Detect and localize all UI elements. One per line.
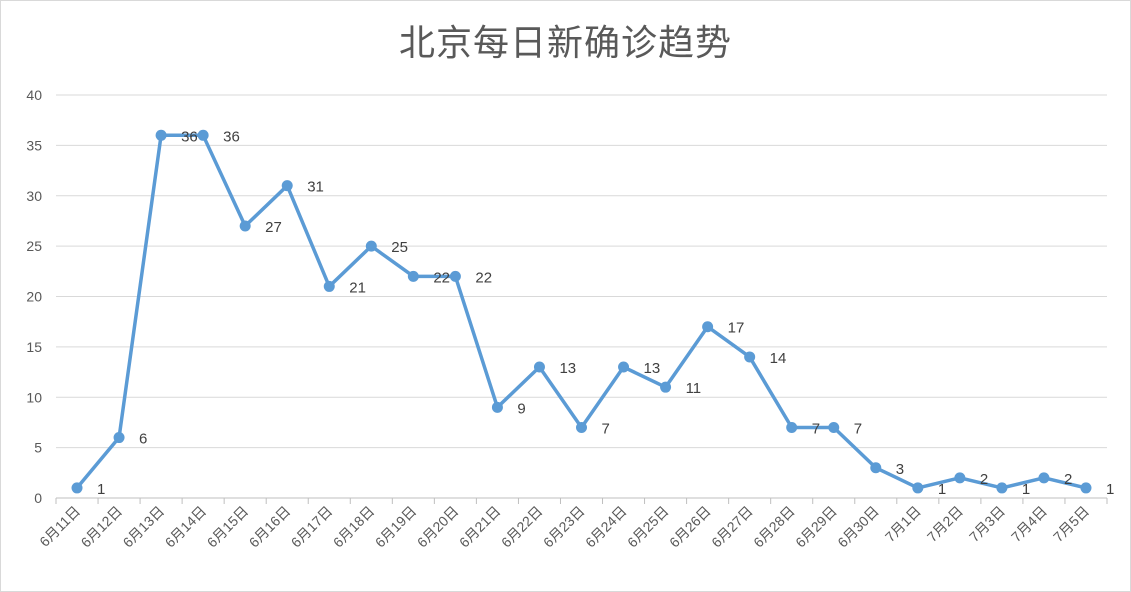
data-label: 22 xyxy=(433,269,450,286)
data-label: 13 xyxy=(644,360,661,377)
data-point xyxy=(870,462,882,474)
data-label: 25 xyxy=(391,239,408,256)
data-point xyxy=(281,180,293,192)
y-tick-label: 10 xyxy=(26,389,42,405)
x-tick-label: 7月4日 xyxy=(1008,503,1050,545)
data-label: 9 xyxy=(517,400,525,417)
data-label: 7 xyxy=(602,420,610,437)
data-points xyxy=(71,129,1092,494)
data-label: 1 xyxy=(97,481,105,498)
data-label: 14 xyxy=(770,350,787,367)
data-point xyxy=(1038,472,1050,484)
data-point xyxy=(786,421,798,433)
data-label: 1 xyxy=(938,481,946,498)
data-point xyxy=(533,361,545,373)
x-tick-label: 6月22日 xyxy=(498,503,546,551)
x-tick-label: 6月24日 xyxy=(582,503,630,551)
data-label: 36 xyxy=(223,128,240,145)
x-tick-label: 6月15日 xyxy=(204,503,252,551)
data-point xyxy=(323,280,335,292)
data-label: 2 xyxy=(1064,471,1072,488)
data-label: 1 xyxy=(1106,481,1114,498)
data-point xyxy=(71,482,83,494)
x-tick-label: 7月5日 xyxy=(1050,503,1092,545)
series-line xyxy=(75,133,1088,490)
y-tick-label: 15 xyxy=(26,339,42,355)
y-tick-label: 40 xyxy=(26,87,42,103)
data-point xyxy=(618,361,630,373)
data-point xyxy=(576,421,587,433)
x-tick-label: 6月20日 xyxy=(414,503,462,551)
data-point xyxy=(407,270,419,282)
data-point xyxy=(197,129,209,141)
x-tick-label: 6月13日 xyxy=(120,503,168,551)
y-tick-label: 5 xyxy=(34,440,42,456)
data-label: 31 xyxy=(307,179,324,196)
x-tick-label: 6月16日 xyxy=(246,503,294,551)
y-tick-label: 35 xyxy=(26,137,42,153)
series-line xyxy=(75,133,1088,490)
data-label: 17 xyxy=(728,320,745,337)
data-label: 7 xyxy=(812,420,820,437)
data-label: 7 xyxy=(854,420,862,437)
data-point xyxy=(155,129,167,141)
x-axis-ticks: 6月11日6月12日6月13日6月14日6月15日6月16日6月17日6月18日… xyxy=(36,498,1108,551)
data-label: 11 xyxy=(686,380,702,397)
y-tick-label: 20 xyxy=(26,289,42,305)
x-tick-label: 6月14日 xyxy=(162,503,210,551)
x-tick-label: 6月17日 xyxy=(288,503,336,551)
x-tick-label: 6月12日 xyxy=(78,503,126,551)
data-label: 3 xyxy=(896,461,904,478)
data-label: 21 xyxy=(349,279,366,296)
data-label: 22 xyxy=(475,269,492,286)
data-point xyxy=(491,401,503,413)
data-point xyxy=(996,482,1008,494)
data-point xyxy=(449,270,461,282)
chart-title: 北京每日新确诊趋势 xyxy=(398,23,732,64)
y-tick-label: 25 xyxy=(26,238,42,254)
x-tick-label: 6月23日 xyxy=(540,503,588,551)
x-tick-label: 7月1日 xyxy=(882,503,924,545)
data-point xyxy=(828,421,840,433)
data-label: 2 xyxy=(980,471,988,488)
data-point xyxy=(912,482,924,494)
x-tick-label: 6月29日 xyxy=(792,503,840,551)
data-point xyxy=(954,472,966,484)
data-point xyxy=(365,240,377,252)
y-tick-label: 30 xyxy=(26,188,42,204)
data-point xyxy=(239,220,251,232)
data-point xyxy=(1080,482,1092,494)
x-tick-label: 6月28日 xyxy=(750,503,798,551)
data-point xyxy=(702,321,714,333)
x-tick-label: 6月11日 xyxy=(36,503,83,550)
data-label: 1 xyxy=(1022,481,1030,498)
data-label: 36 xyxy=(181,128,198,145)
x-tick-label: 6月30日 xyxy=(834,503,882,551)
x-tick-label: 6月19日 xyxy=(372,503,420,551)
data-label: 13 xyxy=(559,360,576,377)
x-tick-label: 7月3日 xyxy=(966,503,1008,545)
x-tick-label: 6月25日 xyxy=(624,503,672,551)
data-point xyxy=(660,381,672,393)
y-tick-label: 0 xyxy=(34,490,42,506)
x-tick-label: 6月21日 xyxy=(456,503,504,551)
x-tick-label: 6月18日 xyxy=(330,503,378,551)
data-label: 6 xyxy=(139,431,147,448)
x-tick-label: 6月27日 xyxy=(708,503,756,551)
x-tick-label: 7月2日 xyxy=(924,503,966,545)
x-tick-label: 6月26日 xyxy=(666,503,714,551)
y-axis-ticks: 0 5 10 15 20 25 30 35 40 xyxy=(26,87,42,506)
data-point xyxy=(113,432,125,444)
data-point xyxy=(744,351,756,363)
data-label: 27 xyxy=(265,219,282,236)
